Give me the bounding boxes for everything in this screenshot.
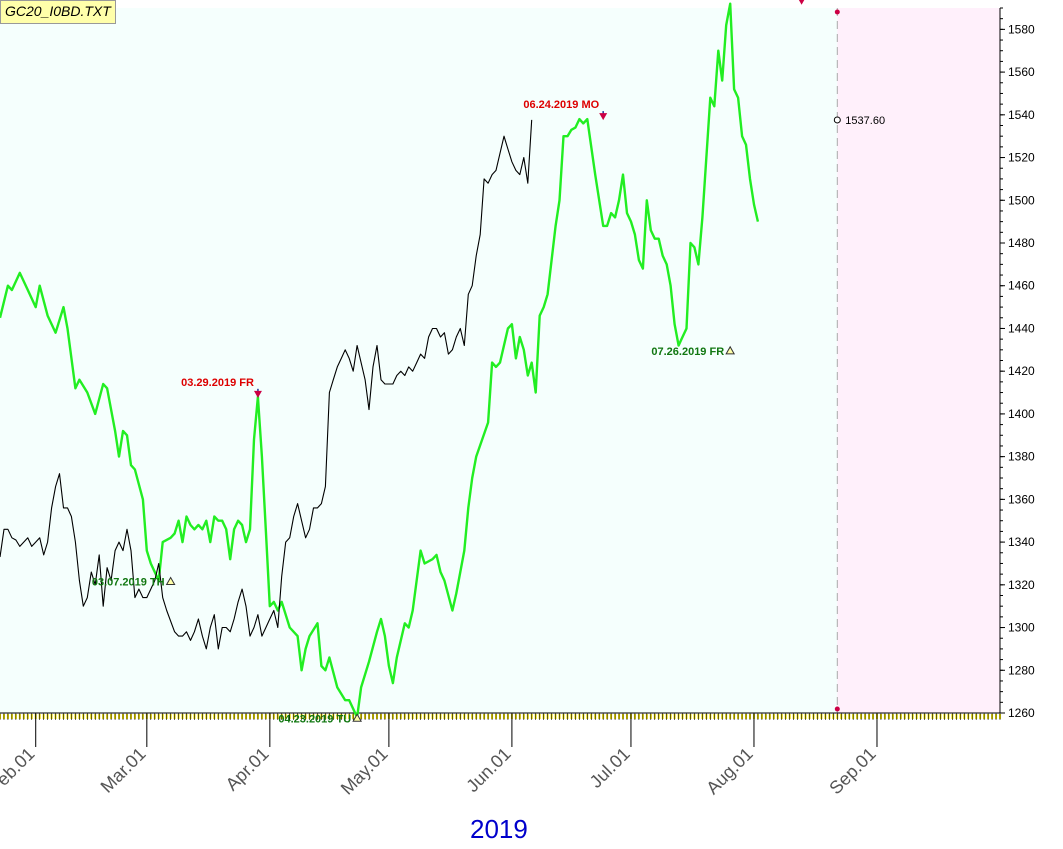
- x-tick-label: May.01: [337, 744, 392, 799]
- x-tick-label: Feb.01: [0, 744, 39, 798]
- future-background: [837, 8, 1000, 713]
- y-tick-label: 1320: [1008, 578, 1035, 592]
- y-tick-label: 1360: [1008, 492, 1035, 506]
- y-tick-label: 1280: [1008, 663, 1035, 677]
- y-tick-label: 1400: [1008, 407, 1035, 421]
- today-marker-bottom: [834, 706, 840, 712]
- last-price-marker: [833, 116, 841, 124]
- low-marker-arrow: [352, 713, 363, 722]
- y-tick-label: 1260: [1008, 706, 1035, 720]
- x-tick-label: Jun.01: [462, 744, 514, 796]
- low-marker-arrow: [725, 345, 736, 355]
- y-tick-label: 1380: [1008, 450, 1035, 464]
- x-axis-year-label: 2019: [470, 814, 528, 844]
- past-background: [0, 8, 838, 713]
- x-tick-label: Jul.01: [586, 744, 634, 792]
- low-annotation-label: 03.07.2019 TH: [92, 577, 165, 589]
- y-tick-label: 1520: [1008, 151, 1035, 165]
- last-price-label: 1537.60: [845, 115, 885, 127]
- y-tick-label: 1560: [1008, 65, 1035, 79]
- file-label: GC20_I0BD.TXT: [0, 0, 116, 24]
- high-marker-arrow: [798, 0, 805, 5]
- low-marker-arrow: [165, 576, 176, 586]
- y-tick-label: 1420: [1008, 364, 1035, 378]
- high-marker-arrow: [599, 113, 608, 121]
- low-annotation-label: 07.26.2019 FR: [651, 346, 724, 358]
- x-tick-label: Sep.01: [825, 744, 879, 798]
- x-tick-label: Apr.01: [222, 744, 273, 795]
- y-tick-label: 1440: [1008, 321, 1035, 335]
- x-tick-label: Mar.01: [97, 744, 150, 797]
- x-day-mark: [0, 714, 1, 719]
- green-series-line: [0, 2, 760, 719]
- y-tick-label: 1500: [1008, 193, 1035, 207]
- y-tick-label: 1580: [1008, 22, 1035, 36]
- high-annotation-label: 03.29.2019 FR: [181, 377, 254, 389]
- y-tick-label: 1480: [1008, 236, 1035, 250]
- y-tick-label: 1340: [1008, 535, 1035, 549]
- y-tick-label: 1540: [1008, 108, 1035, 122]
- low-annotation-label: 04.23.2019 TU: [278, 713, 351, 725]
- today-marker-top: [834, 9, 840, 15]
- high-marker-arrow: [253, 390, 262, 398]
- y-tick-label: 1300: [1008, 621, 1035, 635]
- high-annotation-label: 06.24.2019 MO: [523, 99, 599, 111]
- y-tick-label: 1460: [1008, 279, 1035, 293]
- x-tick-label: Aug.01: [702, 744, 756, 798]
- black-series-line: [0, 119, 533, 650]
